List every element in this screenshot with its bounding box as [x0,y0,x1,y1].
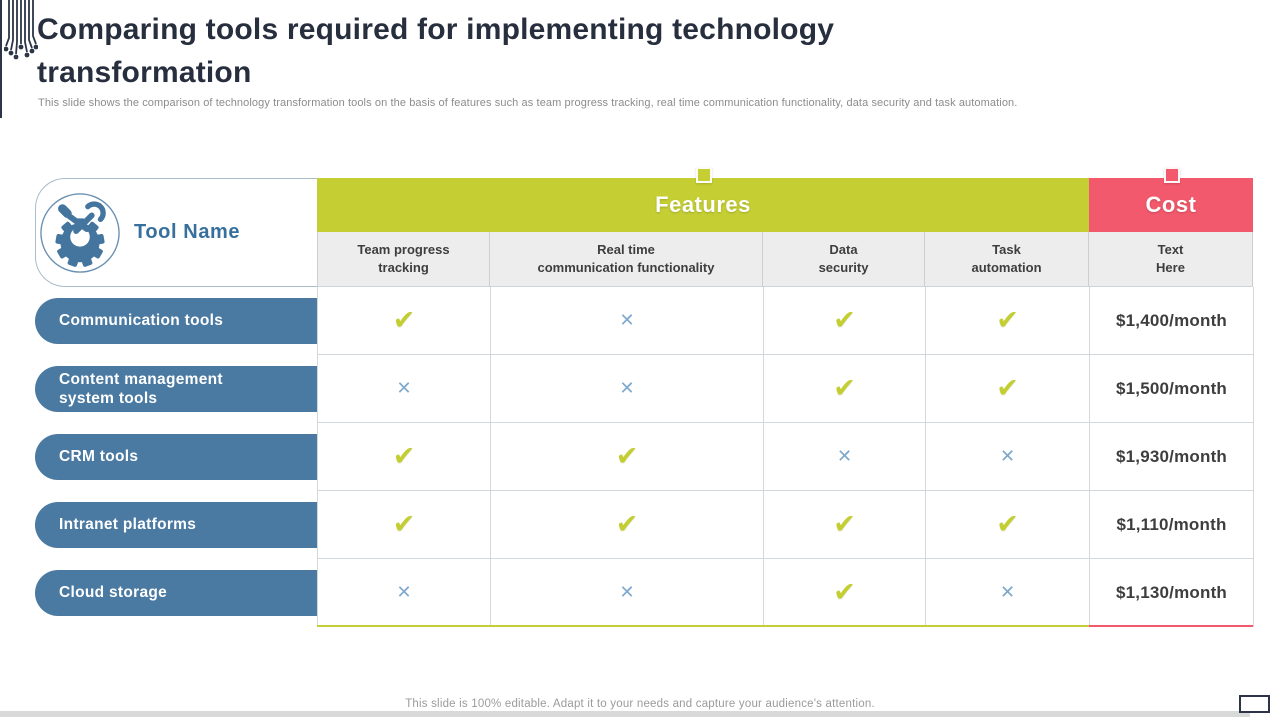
feature-check-cell: ✔ [318,423,491,491]
feature-check-cell: ✔ [491,491,764,559]
tool-pills: Communication tools Content management sy… [35,178,317,630]
feature-cross-cell: ✕ [764,423,926,491]
tool-name-pill: Cloud storage [35,570,317,616]
feature-cross-cell: ✕ [926,423,1090,491]
feature-check-cell: ✔ [491,423,764,491]
feature-cross-cell: ✕ [318,355,491,423]
cross-icon: ✕ [619,378,635,398]
tool-name-header-box: Tool Name [35,178,317,287]
cost-pin-marker [1164,167,1180,183]
left-edge-line [0,0,2,118]
tool-name-header-label: Tool Name [134,221,241,243]
feature-check-cell: ✔ [926,355,1090,423]
cross-icon: ✕ [619,582,635,602]
check-icon: ✔ [392,509,416,539]
feature-cross-cell: ✕ [491,559,764,627]
features-bottom-accent-line [317,625,1089,627]
cost-cell: $1,400/month [1090,287,1254,355]
feature-cross-cell: ✕ [491,355,764,423]
check-icon: ✔ [833,509,856,539]
feature-cross-cell: ✕ [318,559,491,627]
column-header-cost-text-here: Text Here [1089,232,1253,287]
footer-note: This slide is 100% editable. Adapt it to… [405,698,875,710]
column-header-real-time-communication: Real time communication functionality [490,232,763,287]
features-header: Features [317,178,1089,232]
features-pin-marker [696,167,712,183]
cross-icon: ✕ [396,582,412,602]
feature-check-cell: ✔ [926,491,1090,559]
column-header-data-security: Data security [763,232,925,287]
cost-cell: $1,500/month [1090,355,1254,423]
check-icon: ✔ [833,305,856,335]
check-icon: ✔ [996,305,1019,335]
feature-check-cell: ✔ [318,287,491,355]
tool-name-pill: Content management system tools [35,366,317,412]
check-icon: ✔ [833,373,856,403]
cross-icon: ✕ [396,378,412,398]
page-subtitle: This slide shows the comparison of techn… [38,97,1018,109]
check-icon: ✔ [996,373,1019,403]
cost-cell: $1,130/month [1090,559,1254,627]
tool-name-pill: CRM tools [35,434,317,480]
bottom-bar [0,711,1250,717]
circuit-traces-icon [4,0,38,60]
comparison-table: Features Cost [35,167,1254,630]
cost-bottom-accent-line [1089,625,1253,627]
feature-check-cell: ✔ [926,287,1090,355]
laptop-icon [1239,695,1270,713]
cost-cell: $1,110/month [1090,491,1254,559]
gear-and-wrench-icon [39,192,121,274]
feature-check-cell: ✔ [764,491,926,559]
tool-name-pill: Intranet platforms [35,502,317,548]
check-icon: ✔ [615,509,639,539]
cross-icon: ✕ [999,446,1016,466]
feature-check-cell: ✔ [764,287,926,355]
cost-header: Cost [1089,178,1253,232]
check-icon: ✔ [996,509,1019,539]
check-icon: ✔ [392,305,416,335]
cross-icon: ✕ [619,310,635,330]
cross-icon: ✕ [836,446,853,466]
check-icon: ✔ [833,577,856,607]
column-header-task-automation: Task automation [925,232,1089,287]
page-title: Comparing tools required for implementin… [37,13,835,89]
feature-check-cell: ✔ [318,491,491,559]
cost-cell: $1,930/month [1090,423,1254,491]
check-icon: ✔ [615,441,639,471]
table-grid: ✔ ✕ ✔ ✔ $1,400/month ✕ ✕ ✔ ✔ $1,500/month ✔ ✔ ✕ ✕ $1,9… [317,287,1254,627]
check-icon: ✔ [392,441,416,471]
feature-check-cell: ✔ [764,559,926,627]
feature-check-cell: ✔ [764,355,926,423]
subheader-row: Team progress tracking Real time communi… [317,232,1253,287]
tool-name-pill: Communication tools [35,298,317,344]
feature-cross-cell: ✕ [926,559,1090,627]
column-header-team-progress-tracking: Team progress tracking [317,232,490,287]
cross-icon: ✕ [999,582,1016,602]
feature-cross-cell: ✕ [491,287,764,355]
